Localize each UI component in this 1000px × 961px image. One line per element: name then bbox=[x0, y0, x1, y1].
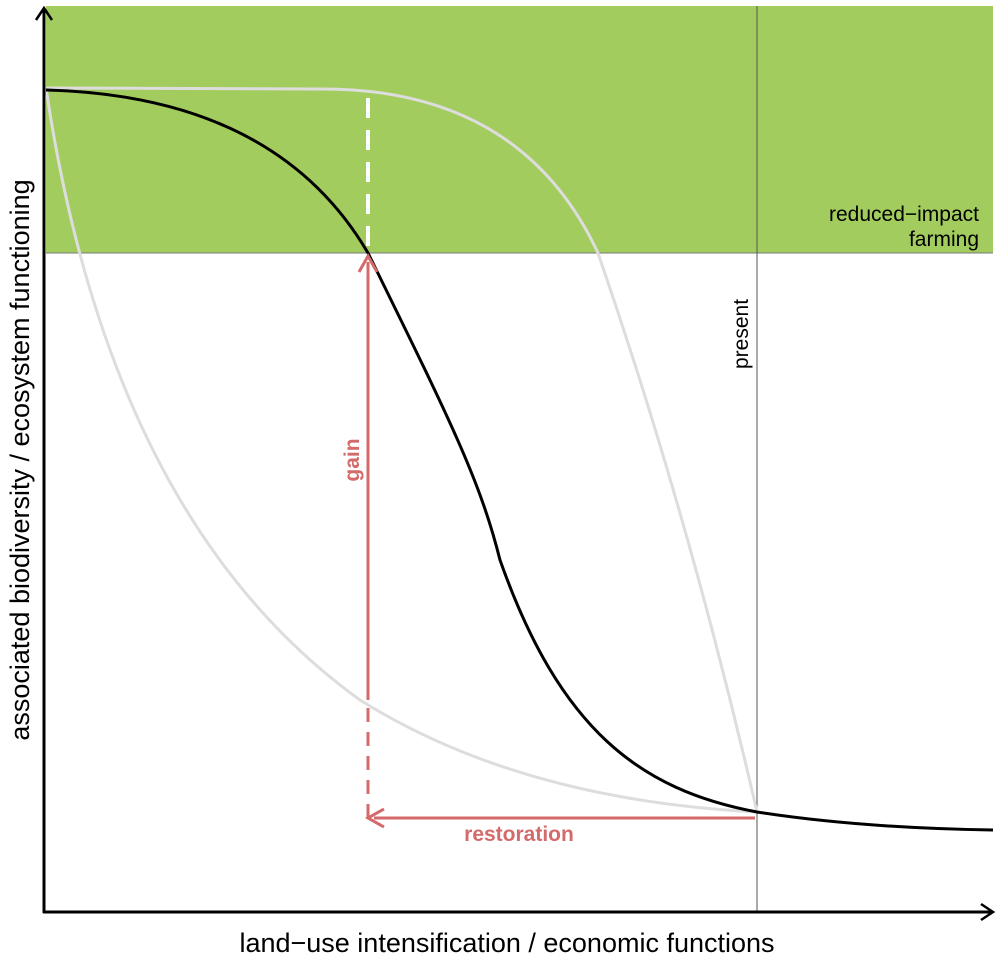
main-curve bbox=[45, 88, 994, 832]
restoration-label: restoration bbox=[464, 823, 574, 846]
gain-arrowhead bbox=[357, 252, 379, 273]
x-axis-title: land−use intensification / economic func… bbox=[239, 928, 774, 958]
zone-label-line1: reduced−impact bbox=[829, 203, 979, 226]
present-label: present bbox=[730, 299, 753, 369]
zone-label-line2: farming bbox=[909, 228, 979, 251]
y-axis-title: associated biodiversity / ecosystem func… bbox=[5, 179, 35, 740]
gain-label: gain bbox=[341, 438, 364, 481]
restoration-arrowhead bbox=[364, 807, 385, 829]
reduced-impact-zone bbox=[46, 6, 993, 253]
alternative-curve-early bbox=[44, 87, 758, 814]
